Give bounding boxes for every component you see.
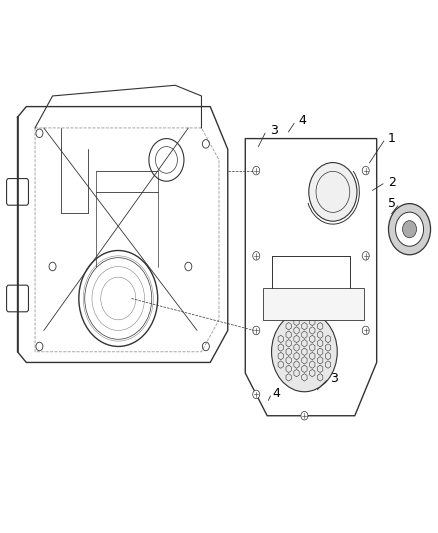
Circle shape — [202, 140, 209, 148]
Text: 1: 1 — [388, 132, 396, 145]
Polygon shape — [263, 288, 364, 320]
Circle shape — [396, 212, 424, 246]
Circle shape — [49, 262, 56, 271]
Circle shape — [403, 221, 417, 238]
Circle shape — [185, 262, 192, 271]
FancyBboxPatch shape — [7, 285, 28, 312]
Text: 3: 3 — [330, 372, 338, 385]
Text: 2: 2 — [388, 176, 396, 189]
Circle shape — [36, 342, 43, 351]
Circle shape — [36, 129, 43, 138]
Circle shape — [253, 390, 260, 399]
Circle shape — [253, 252, 260, 260]
Text: 4: 4 — [298, 115, 306, 127]
Circle shape — [301, 411, 308, 420]
Circle shape — [389, 204, 431, 255]
Circle shape — [362, 166, 369, 175]
Circle shape — [309, 163, 357, 221]
Circle shape — [253, 166, 260, 175]
Text: 4: 4 — [272, 387, 280, 400]
Circle shape — [362, 326, 369, 335]
Text: 5: 5 — [388, 197, 396, 210]
Circle shape — [272, 312, 337, 392]
FancyBboxPatch shape — [7, 179, 28, 205]
Circle shape — [362, 252, 369, 260]
Circle shape — [202, 342, 209, 351]
Text: 3: 3 — [270, 124, 278, 137]
Circle shape — [253, 326, 260, 335]
